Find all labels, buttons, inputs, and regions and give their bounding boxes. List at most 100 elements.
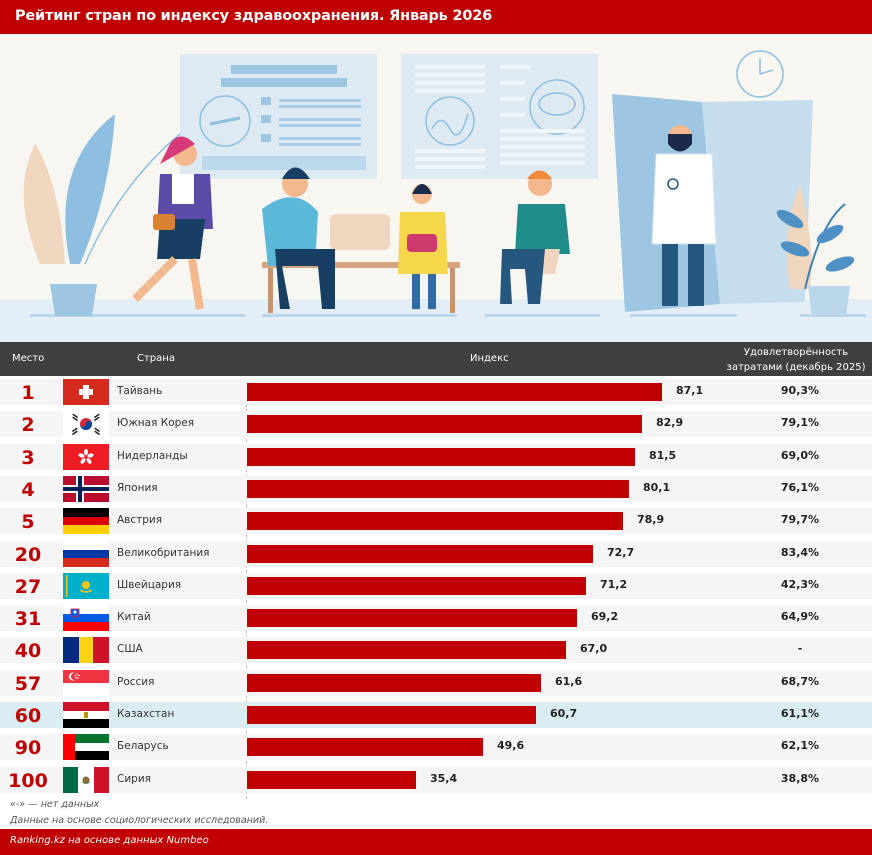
country-name: Казахстан <box>117 708 175 720</box>
satisfaction-value: 64,9% <box>780 610 820 623</box>
index-bar <box>247 480 629 498</box>
country-name: Сирия <box>117 773 151 785</box>
satisfaction-value: 90,3% <box>780 384 820 397</box>
slovenia-flag-icon <box>63 605 109 631</box>
column-header-satisfaction: Удовлетворённость затратами (декабрь 202… <box>726 345 866 375</box>
index-bar <box>247 609 577 627</box>
satisfaction-value: 38,8% <box>780 772 820 785</box>
country-name: Беларусь <box>117 740 169 752</box>
index-bar <box>247 674 541 692</box>
plant-left <box>23 114 181 316</box>
norway-flag-icon <box>63 476 109 502</box>
index-value: 87,1 <box>676 384 704 397</box>
index-value: 78,9 <box>637 513 665 526</box>
satisfaction-value: 76,1% <box>780 481 820 494</box>
rank-number: 100 <box>8 770 48 792</box>
index-bar <box>247 738 483 756</box>
rank-number: 4 <box>21 479 35 501</box>
rank-number: 2 <box>21 414 35 436</box>
satisfaction-value: 68,7% <box>780 675 820 688</box>
table-row-2: 2 Южная Корея 82,9 79,1% <box>0 411 872 437</box>
index-value: 69,2 <box>591 610 619 623</box>
switzerland-flag-icon <box>63 379 109 405</box>
index-bar <box>247 577 586 595</box>
index-bar <box>247 706 536 724</box>
column-header-index: Индекс <box>470 353 509 364</box>
index-bar <box>247 545 593 563</box>
column-header-country: Страна <box>137 353 175 364</box>
rank-number: 60 <box>14 705 42 727</box>
index-bar <box>247 641 566 659</box>
walking-woman <box>132 136 213 310</box>
table-header: Место Страна Индекс Удовлетворённость за… <box>0 342 872 376</box>
index-bar <box>247 415 642 433</box>
index-value: 81,5 <box>649 449 677 462</box>
rank-number: 40 <box>14 640 42 662</box>
uae-flag-icon <box>63 734 109 760</box>
singapore-flag-icon <box>63 670 109 696</box>
source-credit: Ranking.kz на основе данных Numbeo <box>10 835 209 846</box>
doctor <box>651 125 717 306</box>
syringe-poster <box>180 54 377 179</box>
egypt-flag-icon <box>63 702 109 728</box>
index-value: 61,6 <box>555 675 583 688</box>
man-with-phone <box>262 167 335 309</box>
rank-number: 90 <box>14 737 42 759</box>
index-value: 71,2 <box>600 578 628 591</box>
bench <box>262 214 460 313</box>
clinic-waiting-room-illustration <box>0 34 872 342</box>
man-on-chair <box>500 170 570 304</box>
satisfaction-value: 79,7% <box>780 513 820 526</box>
table-row-1: 1 Тайвань 87,1 90,3% <box>0 379 872 405</box>
index-value: 60,7 <box>550 707 578 720</box>
table-row-10: 57 Россия 61,6 68,7% <box>0 670 872 696</box>
mexico-flag-icon <box>63 767 109 793</box>
index-bar <box>247 383 662 401</box>
country-name: Япония <box>117 482 158 494</box>
rank-number: 27 <box>14 576 42 598</box>
country-name: Южная Корея <box>117 417 195 429</box>
table-row-11: 60 Казахстан 60,7 61,1% <box>0 702 872 728</box>
table-row-8: 31 Китай 69,2 64,9% <box>0 605 872 631</box>
rank-number: 57 <box>14 673 42 695</box>
index-value: 72,7 <box>607 546 635 559</box>
country-name: Великобритания <box>117 547 210 559</box>
country-name: США <box>117 643 143 655</box>
index-bar <box>247 512 623 530</box>
index-bar <box>247 771 416 789</box>
woman-with-bag <box>398 184 448 309</box>
russia-flag-icon <box>63 541 109 567</box>
hero-illustration <box>0 34 872 342</box>
south-korea-flag-icon <box>63 411 109 437</box>
satisfaction-value: 61,1% <box>780 707 820 720</box>
satisfaction-value: 83,4% <box>780 546 820 559</box>
country-name: Австрия <box>117 514 163 526</box>
footer-bar: Ranking.kz на основе данных Numbeo <box>0 829 872 855</box>
rank-number: 20 <box>14 544 42 566</box>
satisfaction-value: 69,0% <box>780 449 820 462</box>
footnote-source-type: Данные на основе социологических исследо… <box>10 815 269 826</box>
rank-number: 3 <box>21 447 35 469</box>
plant-right <box>776 184 855 316</box>
rank-number: 1 <box>21 382 35 404</box>
romania-flag-icon <box>63 637 109 663</box>
clock-icon <box>736 50 784 98</box>
index-bar <box>247 448 635 466</box>
column-header-satisfaction-line1: Удовлетворённость <box>743 347 849 358</box>
country-name: Китай <box>117 611 151 623</box>
kazakhstan-flag-icon <box>63 573 109 599</box>
table-row-9: 40 США 67,0 - <box>0 637 872 663</box>
table-row-7: 27 Швейцария 71,2 42,3% <box>0 573 872 599</box>
satisfaction-value: 42,3% <box>780 578 820 591</box>
index-value: 67,0 <box>580 642 608 655</box>
germany-flag-icon <box>63 508 109 534</box>
index-value: 35,4 <box>430 772 458 785</box>
page-title: Рейтинг стран по индексу здравоохранения… <box>15 8 493 24</box>
table-row-3: 3 Нидерланды 81,5 69,0% <box>0 444 872 470</box>
country-name: Тайвань <box>117 385 163 397</box>
index-value: 82,9 <box>656 416 684 429</box>
table-row-12: 90 Беларусь 49,6 62,1% <box>0 734 872 760</box>
title-bar: Рейтинг стран по индексу здравоохранения… <box>0 0 872 34</box>
country-name: Швейцария <box>117 579 182 591</box>
hong-kong-flag-icon <box>63 444 109 470</box>
